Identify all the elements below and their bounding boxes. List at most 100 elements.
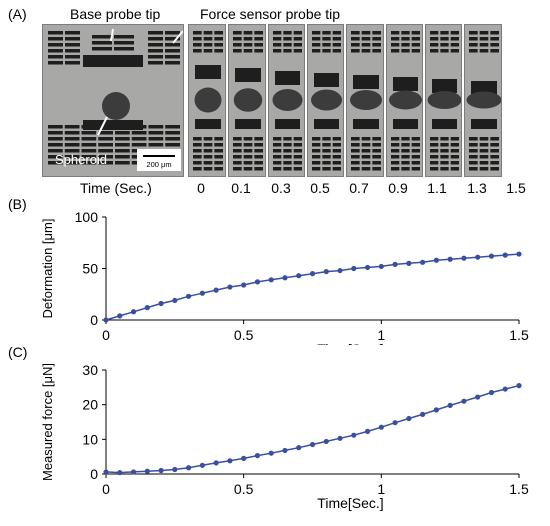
data-point — [475, 254, 481, 260]
force-chart: 0 10 20 30 0 0.5 1 1.5 Time[Sec.] Measured force … — [40, 362, 529, 511]
data-point — [351, 265, 357, 272]
data-point — [103, 469, 109, 475]
time-point-label: 1.1 — [427, 180, 447, 196]
micrograph-frame — [464, 24, 502, 177]
time-point-label: 0.3 — [271, 180, 291, 196]
micrograph-frame — [268, 24, 305, 177]
data-point — [227, 284, 233, 290]
micrograph-frame — [228, 24, 266, 177]
data-point — [172, 297, 178, 304]
data-point — [502, 386, 508, 392]
y-tick-label: 20 — [82, 397, 98, 413]
x-axis-label: Time[Sec.] — [317, 341, 383, 345]
data-point — [158, 467, 164, 474]
data-point — [254, 279, 261, 285]
x-tick-label: 1 — [377, 481, 385, 497]
data-point — [406, 415, 412, 422]
micrograph-frame — [386, 24, 423, 177]
data-point — [364, 428, 371, 434]
data-point — [392, 261, 398, 267]
data-point — [502, 252, 508, 258]
data-point — [241, 455, 247, 461]
y-tick-label: 30 — [82, 362, 98, 378]
data-point — [420, 259, 426, 265]
data-point — [282, 447, 288, 454]
x-tick-label: 0 — [102, 481, 110, 497]
data-point — [130, 469, 137, 475]
x-tick-label: 1.5 — [509, 481, 529, 497]
data-point — [227, 458, 233, 464]
deformation-chart: 0 50 100 0 0.5 1 1.5 Time[Sec.] Deformation [μm] — [40, 209, 529, 345]
data-point — [296, 273, 302, 279]
data-point — [392, 420, 398, 426]
y-axis-label: Deformation [μm] — [40, 219, 55, 319]
data-point — [461, 398, 467, 404]
spheroid-label: Spheroid — [55, 152, 107, 167]
time-point-label: 0 — [197, 180, 205, 196]
time-axis-label: Time (Sec.) — [80, 180, 152, 196]
data-point — [447, 402, 453, 408]
data-point — [144, 468, 150, 474]
base-probe-label: Base probe tip — [70, 6, 161, 22]
panel-b-letter: (B) — [8, 196, 27, 212]
panel-c-letter: (C) — [8, 344, 28, 360]
data-point — [117, 470, 123, 476]
data-point — [475, 394, 481, 400]
data-point — [488, 389, 495, 396]
data-point — [268, 277, 274, 283]
data-point — [516, 251, 522, 257]
data-point — [420, 411, 426, 417]
data-point — [364, 264, 371, 271]
y-tick-label: 0 — [90, 312, 98, 328]
data-point — [516, 383, 522, 389]
series-line — [105, 253, 520, 321]
micrograph-frame — [346, 24, 384, 177]
data-point — [130, 309, 137, 315]
micrograph-frame — [188, 24, 226, 177]
x-tick-label: 1.5 — [509, 327, 529, 343]
x-tick-label: 0.5 — [234, 481, 254, 497]
data-point — [144, 305, 150, 311]
data-point — [433, 257, 439, 263]
time-point-label: 0.1 — [231, 180, 251, 196]
data-point — [268, 450, 274, 456]
data-point — [337, 267, 343, 274]
data-point — [323, 268, 329, 275]
data-point — [378, 263, 384, 270]
data-point — [433, 407, 439, 413]
data-point — [103, 317, 109, 323]
time-point-label: 0.5 — [310, 180, 330, 196]
data-point — [461, 255, 467, 261]
x-axis-label: Time[Sec.] — [317, 495, 383, 511]
data-point — [282, 275, 288, 281]
series-line — [105, 384, 520, 474]
data-point — [213, 287, 219, 293]
data-point — [309, 271, 316, 277]
y-tick-label: 10 — [82, 431, 98, 447]
data-point — [213, 460, 219, 466]
time-point-label: 1.5 — [506, 180, 526, 196]
data-point — [241, 282, 247, 288]
micrograph-frame — [307, 24, 344, 177]
data-point — [186, 293, 192, 299]
x-tick-label: 1 — [377, 327, 385, 343]
data-point — [296, 445, 302, 451]
data-point — [309, 441, 316, 448]
y-axis-label: Measured force [μN] — [40, 363, 55, 481]
data-point — [172, 466, 178, 473]
data-point — [378, 424, 384, 430]
data-point — [323, 438, 329, 445]
data-point — [186, 465, 192, 471]
scale-bar-label: 200 μm — [146, 160, 171, 169]
y-tick-label: 50 — [82, 261, 98, 277]
time-point-label: 1.3 — [467, 180, 487, 196]
panel-a-letter: (A) — [8, 6, 27, 22]
y-tick-label: 100 — [75, 209, 99, 225]
micrograph-frame — [425, 24, 462, 177]
x-tick-label: 0 — [102, 327, 110, 343]
micrograph-frame: 200 μm Spheroid — [42, 24, 184, 177]
data-point — [199, 462, 205, 468]
data-point — [447, 256, 453, 262]
y-tick-label: 0 — [90, 466, 98, 482]
data-point — [117, 313, 123, 319]
